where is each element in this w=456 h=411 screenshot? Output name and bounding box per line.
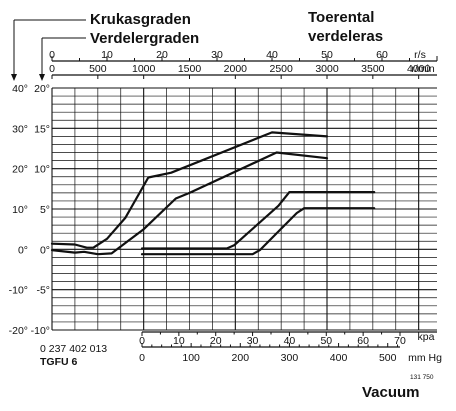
vacuum-title: Vacuum (362, 384, 420, 401)
speed-title-line2: verdeleras (308, 28, 383, 45)
distributor-tick-label: 0° (40, 244, 50, 256)
kpa-tick-label: 20 (210, 335, 222, 347)
rps-tick-label: 50 (321, 49, 333, 61)
rps-tick-label: 10 (101, 49, 113, 61)
crank-axis-arrow (11, 74, 17, 81)
advance-curve (50, 131, 329, 249)
distributor-degrees-title: Verdelergraden (90, 30, 199, 47)
advance-curve (140, 191, 376, 250)
distributor-tick-label: 20° (34, 83, 50, 95)
distributor-tick-label: -10° (31, 325, 50, 337)
kpa-tick-label: 50 (320, 335, 332, 347)
mmhg-tick-label: 0 (139, 352, 145, 364)
rpm-tick-label: 2500 (269, 63, 293, 75)
distributor-tick-label: 15° (34, 123, 50, 135)
rpm-tick-label: 3000 (315, 63, 339, 75)
rps-tick-label: 0 (49, 49, 55, 61)
distributor-tick-label: 5° (40, 204, 50, 216)
kpa-tick-label: 0 (139, 335, 145, 347)
distributor-tick-label: -5° (36, 285, 50, 297)
kpa-tick-label: 70 (394, 335, 406, 347)
rpm-tick-label: 4000 (407, 63, 431, 75)
kpa-unit-label: kpa (418, 331, 435, 343)
crank-degrees-title: Krukasgraden (90, 11, 191, 28)
rpm-tick-label: 500 (89, 63, 107, 75)
rpm-tick-label: 1000 (132, 63, 156, 75)
mmhg-tick-label: 200 (232, 352, 250, 364)
crank-tick-label: -20° (9, 325, 28, 337)
mmhg-tick-label: 500 (379, 352, 397, 364)
crank-tick-label: -10° (9, 285, 28, 297)
rpm-tick-label: 2000 (224, 63, 248, 75)
chart-grid (51, 87, 437, 331)
advance-curve (140, 207, 376, 256)
kpa-tick-label: 40 (284, 335, 296, 347)
rps-tick-label: 20 (156, 49, 168, 61)
part-number: 0 237 402 013 (40, 343, 107, 355)
mmhg-tick-label: 300 (281, 352, 299, 364)
chart-axes: 40°30°20°10°0°-10°-20°20°15°10°5°0°-5°-1… (9, 19, 442, 364)
crank-tick-label: 20° (12, 164, 28, 176)
rpm-tick-label: 3500 (361, 63, 385, 75)
crank-tick-label: 10° (12, 204, 28, 216)
rps-tick-label: 40 (266, 49, 278, 61)
rps-tick-label: 30 (211, 49, 223, 61)
kpa-tick-label: 10 (173, 335, 185, 347)
part-code: TGFU 6 (40, 356, 77, 368)
rps-tick-label: 60 (376, 49, 388, 61)
kpa-tick-label: 30 (247, 335, 259, 347)
mmhg-tick-label: 100 (182, 352, 200, 364)
rpm-tick-label: 1500 (178, 63, 202, 75)
kpa-tick-label: 60 (357, 335, 369, 347)
distributor-tick-label: 10° (34, 164, 50, 176)
distributor-axis-arrow (39, 74, 45, 81)
rpm-tick-label: 0 (49, 63, 55, 75)
crank-tick-label: 0° (18, 244, 28, 256)
reference-code: 131 750 (410, 374, 434, 381)
rpm-unit-label: r/min (411, 63, 434, 75)
advance-curve (50, 151, 329, 256)
chart-series (50, 131, 376, 256)
rps-unit-label: r/s (414, 49, 426, 61)
speed-title-line1: Toerental (308, 9, 374, 26)
mmhg-tick-label: 400 (330, 352, 348, 364)
crank-tick-label: 30° (12, 123, 28, 135)
mmhg-unit-label: mm Hg (408, 352, 442, 364)
crank-tick-label: 40° (12, 83, 28, 95)
